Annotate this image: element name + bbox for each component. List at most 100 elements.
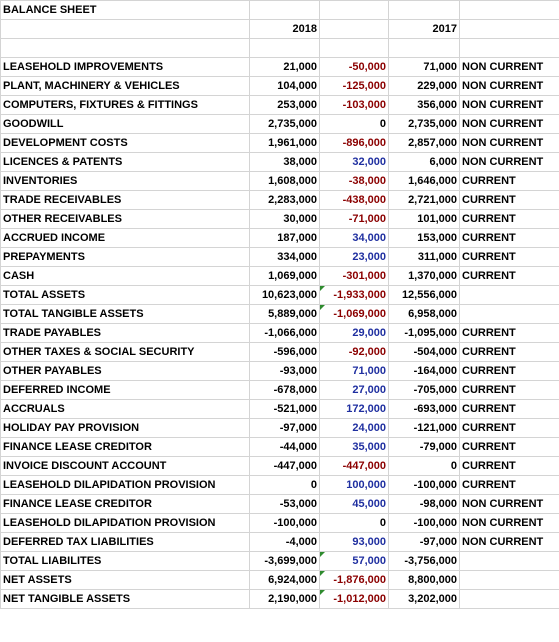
row-label[interactable]: TOTAL TANGIBLE ASSETS bbox=[0, 304, 250, 324]
classification-cell[interactable]: NON CURRENT bbox=[459, 133, 559, 153]
empty-cell[interactable] bbox=[319, 0, 389, 20]
value-2017-cell[interactable]: 71,000 bbox=[388, 57, 460, 77]
difference-cell[interactable]: -71,000 bbox=[319, 209, 389, 229]
row-label[interactable]: HOLIDAY PAY PROVISION bbox=[0, 418, 250, 438]
value-2017-cell[interactable]: -693,000 bbox=[388, 399, 460, 419]
difference-cell[interactable]: -38,000 bbox=[319, 171, 389, 191]
classification-cell[interactable]: NON CURRENT bbox=[459, 76, 559, 96]
row-label[interactable]: TRADE PAYABLES bbox=[0, 323, 250, 343]
value-2017-cell[interactable]: 101,000 bbox=[388, 209, 460, 229]
value-2017-cell[interactable]: -1,095,000 bbox=[388, 323, 460, 343]
value-2017-cell[interactable]: 2,721,000 bbox=[388, 190, 460, 210]
row-label[interactable]: LICENCES & PATENTS bbox=[0, 152, 250, 172]
value-2017-cell[interactable]: 0 bbox=[388, 456, 460, 476]
classification-cell[interactable]: NON CURRENT bbox=[459, 95, 559, 115]
difference-cell[interactable]: -103,000 bbox=[319, 95, 389, 115]
value-2018-cell[interactable]: 187,000 bbox=[249, 228, 320, 248]
value-2017-cell[interactable]: -164,000 bbox=[388, 361, 460, 381]
value-2017-cell[interactable]: 356,000 bbox=[388, 95, 460, 115]
classification-cell[interactable]: CURRENT bbox=[459, 475, 559, 495]
difference-cell[interactable]: 100,000 bbox=[319, 475, 389, 495]
value-2018-cell[interactable]: -97,000 bbox=[249, 418, 320, 438]
classification-cell[interactable]: NON CURRENT bbox=[459, 114, 559, 134]
difference-cell[interactable]: 24,000 bbox=[319, 418, 389, 438]
classification-cell[interactable] bbox=[459, 285, 559, 305]
classification-cell[interactable]: CURRENT bbox=[459, 323, 559, 343]
value-2017-cell[interactable]: 6,958,000 bbox=[388, 304, 460, 324]
empty-cell[interactable] bbox=[249, 0, 320, 20]
difference-cell[interactable]: -1,933,000 bbox=[319, 285, 389, 305]
value-2017-cell[interactable]: 3,202,000 bbox=[388, 589, 460, 609]
value-2017-cell[interactable]: 1,646,000 bbox=[388, 171, 460, 191]
empty-cell[interactable] bbox=[249, 38, 320, 58]
value-2018-cell[interactable]: 253,000 bbox=[249, 95, 320, 115]
difference-cell[interactable]: 0 bbox=[319, 114, 389, 134]
value-2017-cell[interactable]: -100,000 bbox=[388, 475, 460, 495]
classification-cell[interactable]: NON CURRENT bbox=[459, 57, 559, 77]
row-label[interactable]: TRADE RECEIVABLES bbox=[0, 190, 250, 210]
difference-cell[interactable]: 32,000 bbox=[319, 152, 389, 172]
classification-cell[interactable]: CURRENT bbox=[459, 266, 559, 286]
value-2018-cell[interactable]: -100,000 bbox=[249, 513, 320, 533]
value-2018-cell[interactable]: -93,000 bbox=[249, 361, 320, 381]
classification-cell[interactable]: CURRENT bbox=[459, 380, 559, 400]
difference-cell[interactable]: 93,000 bbox=[319, 532, 389, 552]
row-label[interactable]: FINANCE LEASE CREDITOR bbox=[0, 494, 250, 514]
empty-cell[interactable] bbox=[319, 38, 389, 58]
difference-cell[interactable]: -50,000 bbox=[319, 57, 389, 77]
value-2017-cell[interactable]: 2,735,000 bbox=[388, 114, 460, 134]
classification-cell[interactable]: CURRENT bbox=[459, 437, 559, 457]
year-2018-header[interactable]: 2018 bbox=[249, 19, 320, 39]
classification-cell[interactable]: CURRENT bbox=[459, 228, 559, 248]
row-label[interactable]: DEFERRED INCOME bbox=[0, 380, 250, 400]
difference-cell[interactable]: 35,000 bbox=[319, 437, 389, 457]
empty-cell[interactable] bbox=[459, 19, 559, 39]
value-2017-cell[interactable]: 2,857,000 bbox=[388, 133, 460, 153]
year-2017-header[interactable]: 2017 bbox=[388, 19, 460, 39]
difference-cell[interactable]: 57,000 bbox=[319, 551, 389, 571]
row-label[interactable]: TOTAL ASSETS bbox=[0, 285, 250, 305]
difference-cell[interactable]: 29,000 bbox=[319, 323, 389, 343]
value-2018-cell[interactable]: 2,190,000 bbox=[249, 589, 320, 609]
empty-cell[interactable] bbox=[459, 0, 559, 20]
value-2018-cell[interactable]: 21,000 bbox=[249, 57, 320, 77]
row-label[interactable]: GOODWILL bbox=[0, 114, 250, 134]
difference-cell[interactable]: 27,000 bbox=[319, 380, 389, 400]
value-2017-cell[interactable]: -3,756,000 bbox=[388, 551, 460, 571]
difference-cell[interactable]: -92,000 bbox=[319, 342, 389, 362]
row-label[interactable]: LEASEHOLD IMPROVEMENTS bbox=[0, 57, 250, 77]
empty-cell[interactable] bbox=[388, 38, 460, 58]
row-label[interactable]: ACCRUALS bbox=[0, 399, 250, 419]
classification-cell[interactable]: CURRENT bbox=[459, 399, 559, 419]
difference-cell[interactable]: -1,012,000 bbox=[319, 589, 389, 609]
value-2018-cell[interactable]: -3,699,000 bbox=[249, 551, 320, 571]
value-2017-cell[interactable]: -100,000 bbox=[388, 513, 460, 533]
row-label[interactable]: DEVELOPMENT COSTS bbox=[0, 133, 250, 153]
difference-cell[interactable]: -1,069,000 bbox=[319, 304, 389, 324]
classification-cell[interactable]: NON CURRENT bbox=[459, 532, 559, 552]
sheet-title[interactable]: BALANCE SHEET bbox=[0, 0, 250, 20]
value-2018-cell[interactable]: -4,000 bbox=[249, 532, 320, 552]
value-2017-cell[interactable]: -705,000 bbox=[388, 380, 460, 400]
row-label[interactable]: NET TANGIBLE ASSETS bbox=[0, 589, 250, 609]
row-label[interactable]: DEFERRED TAX LIABILITIES bbox=[0, 532, 250, 552]
value-2018-cell[interactable]: 38,000 bbox=[249, 152, 320, 172]
empty-cell[interactable] bbox=[0, 19, 250, 39]
value-2018-cell[interactable]: -521,000 bbox=[249, 399, 320, 419]
value-2017-cell[interactable]: 8,800,000 bbox=[388, 570, 460, 590]
row-label[interactable]: ACCRUED INCOME bbox=[0, 228, 250, 248]
classification-cell[interactable]: CURRENT bbox=[459, 190, 559, 210]
value-2018-cell[interactable]: -1,066,000 bbox=[249, 323, 320, 343]
classification-cell[interactable]: CURRENT bbox=[459, 456, 559, 476]
value-2017-cell[interactable]: -79,000 bbox=[388, 437, 460, 457]
row-label[interactable]: TOTAL LIABILITES bbox=[0, 551, 250, 571]
value-2017-cell[interactable]: 6,000 bbox=[388, 152, 460, 172]
value-2018-cell[interactable]: -678,000 bbox=[249, 380, 320, 400]
value-2018-cell[interactable]: 1,608,000 bbox=[249, 171, 320, 191]
row-label[interactable]: LEASEHOLD DILAPIDATION PROVISION bbox=[0, 513, 250, 533]
row-label[interactable]: CASH bbox=[0, 266, 250, 286]
row-label[interactable]: OTHER TAXES & SOCIAL SECURITY bbox=[0, 342, 250, 362]
difference-cell[interactable]: -1,876,000 bbox=[319, 570, 389, 590]
difference-cell[interactable]: 23,000 bbox=[319, 247, 389, 267]
classification-cell[interactable]: NON CURRENT bbox=[459, 513, 559, 533]
